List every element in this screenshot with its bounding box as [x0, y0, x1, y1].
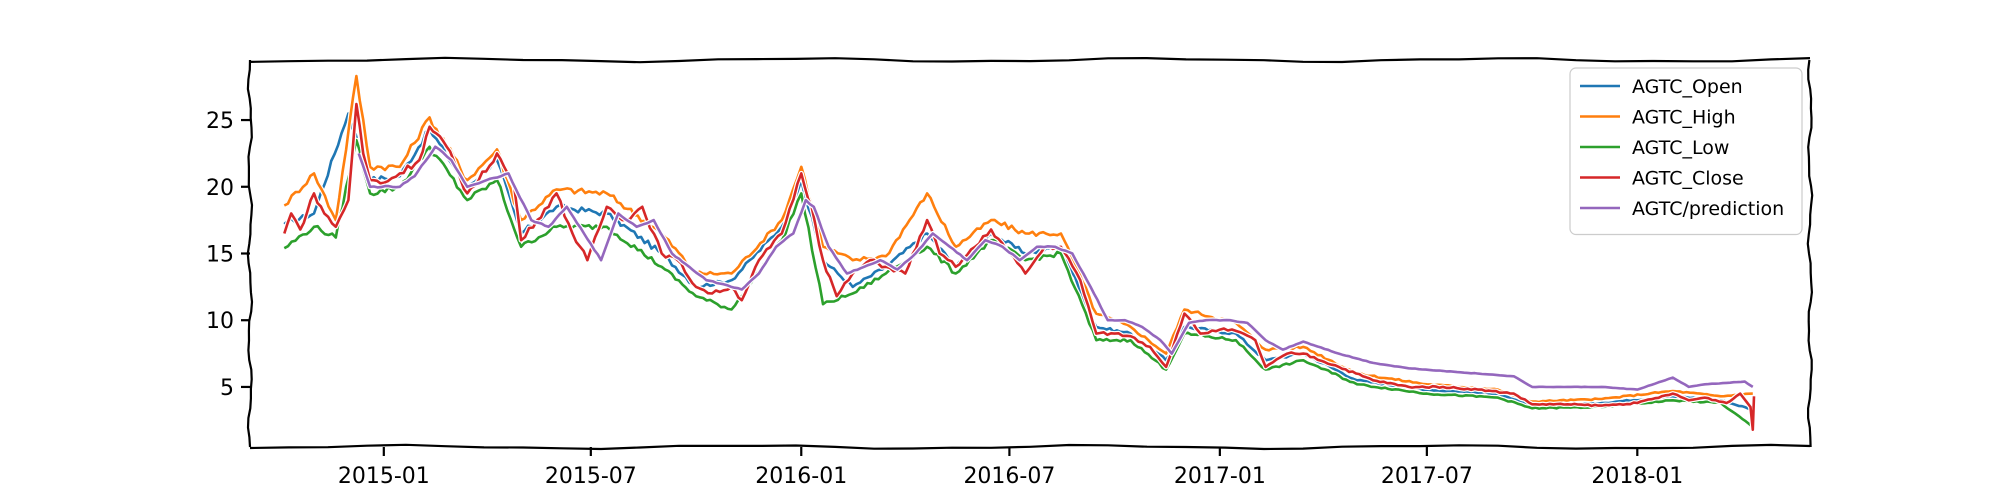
- x-tick-label: 2016-01: [755, 464, 847, 489]
- plot-frame: [246, 56, 1814, 451]
- x-tick-label: 2015-07: [545, 464, 637, 489]
- y-tick-label: 25: [206, 109, 234, 134]
- legend-label: AGTC_High: [1632, 107, 1736, 129]
- legend-label: AGTC/prediction: [1632, 198, 1784, 220]
- series-layer: [281, 73, 1757, 433]
- y-tick-label: 10: [206, 309, 234, 334]
- series-line-halo: [283, 73, 1753, 405]
- y-tick-label: 5: [220, 376, 234, 401]
- x-tick-label: 2016-07: [963, 464, 1055, 489]
- x-tick-label: 2017-01: [1174, 464, 1266, 489]
- legend-label: AGTC_Low: [1632, 137, 1729, 159]
- series-line-halo: [281, 101, 1757, 433]
- x-tick-label: 2018-01: [1591, 464, 1683, 489]
- series-line-agtc-prediction: [357, 145, 1754, 391]
- y-axis: 5 10 15 20 25: [206, 109, 250, 401]
- y-tick-label: 20: [206, 176, 234, 201]
- frame-right: [1806, 59, 1814, 448]
- series-line-agtc-high: [283, 74, 1753, 404]
- x-tick-label: 2015-01: [338, 464, 430, 489]
- series-line-halo: [356, 144, 1755, 393]
- frame-top: [249, 56, 1811, 64]
- legend-box: [1569, 67, 1803, 236]
- legend-label: AGTC_Open: [1632, 76, 1743, 98]
- legend-label: AGTC_Close: [1632, 168, 1744, 190]
- series-line-agtc-close: [283, 102, 1756, 431]
- x-tick-label: 2017-07: [1381, 464, 1473, 489]
- x-axis: 2015-01 2015-07 2016-01 2016-07 2017-01 2017-…: [338, 447, 1683, 489]
- legend: AGTC_Open AGTC_High AGTC_Low AGTC_Close AGTC…: [1569, 67, 1803, 236]
- frame-bottom: [249, 443, 1811, 451]
- y-tick-label: 15: [206, 243, 234, 268]
